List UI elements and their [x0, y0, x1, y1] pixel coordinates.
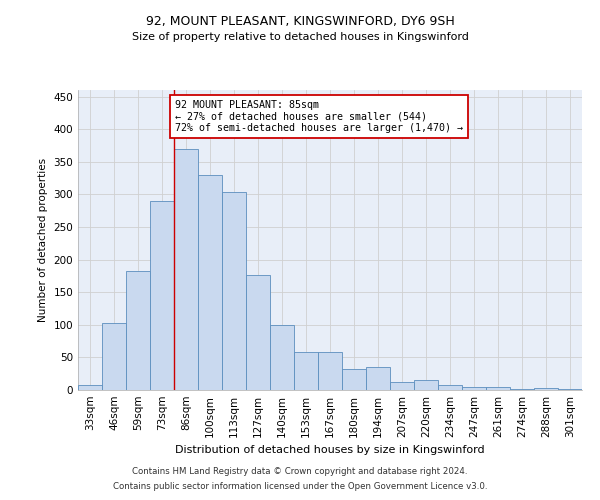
Bar [102, 324, 126, 390]
Bar [126, 272, 150, 390]
Bar [366, 367, 390, 390]
Bar [318, 352, 342, 390]
Y-axis label: Number of detached properties: Number of detached properties [38, 158, 48, 322]
Bar [486, 386, 510, 390]
Text: Contains public sector information licensed under the Open Government Licence v3: Contains public sector information licen… [113, 482, 487, 491]
Bar [294, 352, 318, 390]
Bar [342, 369, 366, 390]
Bar [534, 388, 558, 390]
X-axis label: Distribution of detached houses by size in Kingswinford: Distribution of detached houses by size … [175, 446, 485, 456]
Bar [390, 382, 414, 390]
Bar [270, 325, 294, 390]
Bar [174, 148, 198, 390]
Bar [558, 388, 582, 390]
Text: 92, MOUNT PLEASANT, KINGSWINFORD, DY6 9SH: 92, MOUNT PLEASANT, KINGSWINFORD, DY6 9S… [146, 15, 454, 28]
Bar [78, 385, 102, 390]
Text: 92 MOUNT PLEASANT: 85sqm
← 27% of detached houses are smaller (544)
72% of semi-: 92 MOUNT PLEASANT: 85sqm ← 27% of detach… [175, 100, 463, 133]
Text: Contains HM Land Registry data © Crown copyright and database right 2024.: Contains HM Land Registry data © Crown c… [132, 467, 468, 476]
Bar [150, 201, 174, 390]
Bar [462, 386, 486, 390]
Bar [438, 385, 462, 390]
Bar [222, 192, 246, 390]
Bar [198, 175, 222, 390]
Bar [414, 380, 438, 390]
Text: Size of property relative to detached houses in Kingswinford: Size of property relative to detached ho… [131, 32, 469, 42]
Bar [246, 275, 270, 390]
